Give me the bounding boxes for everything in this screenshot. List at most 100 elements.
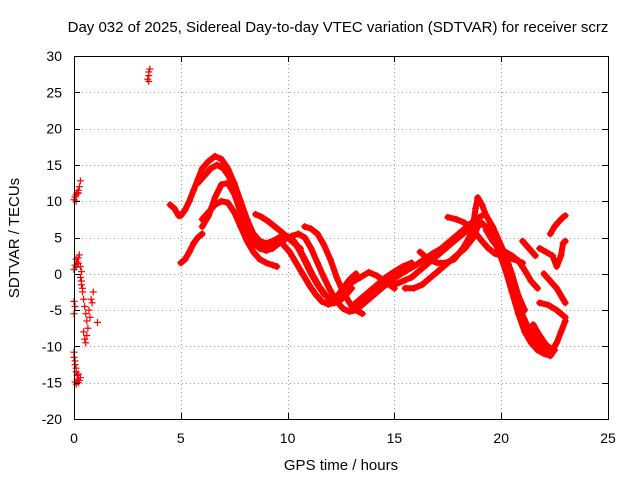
data-point-track-12-15 [508, 270, 516, 278]
data-point-early-lower-13 [71, 378, 79, 386]
data-point-track-4-1 [205, 208, 213, 216]
data-point-track-7-3 [320, 241, 328, 249]
data-point-track-2-3 [213, 161, 221, 169]
data-point-track-15-0 [529, 321, 537, 329]
data-point-track-4-7 [243, 237, 251, 245]
y-tick-label: 10 [46, 193, 62, 209]
data-point-track-3-29 [395, 271, 403, 279]
data-point-track-13-6 [491, 249, 499, 257]
data-point-track-14-1 [489, 237, 497, 245]
data-point-track-12-16 [514, 292, 522, 300]
data-point-track-1-8 [198, 165, 206, 173]
data-point-track-12-4 [450, 255, 458, 263]
data-point-track-11-18 [529, 332, 537, 340]
data-point-early-spread-9 [82, 339, 90, 347]
data-point-track-3-23 [346, 308, 354, 316]
data-point-isolated-3 [146, 65, 154, 73]
x-tick-label: 20 [493, 430, 509, 446]
data-point-track-1-5 [185, 197, 193, 205]
x-tick-label: 10 [280, 430, 296, 446]
data-point-early-upper-8 [74, 189, 82, 197]
data-point-track-2-20 [322, 292, 330, 300]
data-point-track-3-4 [224, 179, 232, 187]
data-point-early-mid-2 [72, 263, 80, 271]
data-point-track-4-11 [269, 261, 277, 269]
data-point-track-8-3 [365, 268, 373, 276]
data-point-track-12-1 [425, 255, 433, 263]
data-point-track-5-3 [299, 270, 307, 278]
data-point-track-10-8 [459, 230, 467, 238]
data-point-track-6-0 [252, 210, 260, 218]
series-line-track-9 [348, 259, 415, 310]
data-series [70, 65, 569, 388]
data-point-track-15-4 [553, 339, 561, 347]
data-point-track-17-1 [546, 277, 554, 285]
data-point-early-spread-6 [83, 317, 91, 325]
data-point-early-spread-15 [93, 318, 101, 326]
y-tick-label: -10 [42, 338, 62, 354]
data-point-track-7-9 [358, 310, 366, 318]
data-point-track-11-3 [427, 273, 435, 281]
data-point-track-20-4 [194, 234, 202, 241]
data-point-track-4-0 [198, 215, 206, 223]
data-point-track-15-2 [542, 341, 550, 349]
data-point-early-spread-7 [84, 324, 92, 332]
series-line-track-20 [177, 230, 206, 266]
data-point-track-11-19 [536, 341, 544, 349]
data-point-track-8-4 [373, 272, 381, 280]
data-point-track-16-3 [561, 313, 569, 321]
data-point-track-19-0 [546, 230, 554, 238]
data-point-track-2-1 [200, 172, 208, 180]
data-point-track-7-2 [314, 230, 322, 238]
data-point-track-18-0 [536, 244, 544, 252]
data-point-track-3-27 [378, 284, 386, 292]
data-point-track-8-2 [356, 273, 364, 281]
data-point-track-10-21 [546, 352, 554, 360]
data-point-track-5-4 [305, 281, 313, 289]
data-point-track-8-1 [348, 279, 356, 287]
data-point-track-14-7 [527, 277, 535, 285]
data-point-track-10-18 [527, 339, 535, 347]
data-point-track-18-6 [561, 237, 569, 245]
data-point-track-3-19 [320, 273, 328, 281]
data-point-track-16-0 [536, 299, 544, 307]
data-point-track-1-4 [181, 206, 189, 214]
data-point-track-1-32 [352, 270, 360, 278]
data-point-track-6-5 [284, 234, 292, 241]
data-point-track-13-7 [497, 252, 505, 260]
data-point-track-21-1 [525, 244, 533, 252]
data-point-track-15-3 [548, 346, 556, 354]
data-point-early-spread-21 [71, 302, 79, 310]
data-point-track-9-1 [356, 295, 364, 303]
data-point-track-3-11 [269, 244, 277, 252]
data-point-track-13-3 [469, 226, 477, 234]
data-point-track-2-18 [309, 272, 317, 280]
data-point-track-4-10 [262, 259, 270, 267]
data-point-track-2-4 [220, 165, 228, 173]
series-line-track-16 [536, 299, 569, 321]
data-point-track-12-13 [495, 237, 503, 245]
series-line-track-6 [252, 211, 304, 252]
data-point-track-19-4 [561, 212, 569, 220]
data-point-track-12-2 [433, 259, 441, 267]
data-point-track-5-7 [324, 300, 332, 308]
data-point-track-9-4 [382, 273, 390, 281]
data-point-track-11-20 [542, 348, 550, 356]
data-point-track-9-2 [365, 288, 373, 296]
data-point-track-21-0 [519, 237, 527, 245]
data-point-track-6-2 [264, 218, 272, 226]
data-point-track-9-3 [373, 281, 381, 289]
data-point-track-12-8 [472, 204, 480, 212]
data-point-track-7-0 [301, 223, 309, 231]
data-point-track-13-2 [461, 219, 469, 227]
data-point-track-3-9 [256, 244, 264, 252]
data-point-early-spread-10 [85, 306, 93, 314]
y-tick-label: 15 [46, 157, 62, 173]
data-point-track-3-18 [314, 259, 322, 267]
data-point-early-spread-13 [86, 313, 94, 321]
data-point-track-20-1 [181, 255, 189, 263]
x-tick-label: 5 [177, 430, 185, 446]
y-tick-label: 30 [46, 48, 62, 64]
data-point-track-19-2 [555, 218, 563, 226]
data-point-track-9-7 [407, 259, 415, 267]
